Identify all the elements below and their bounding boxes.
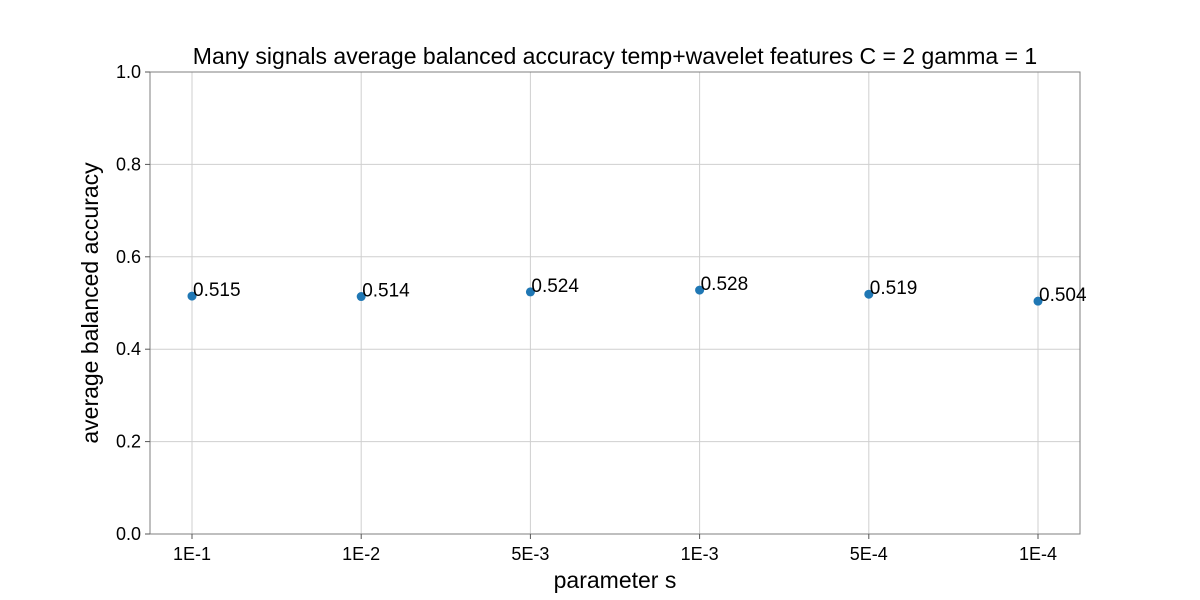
x-tick-label: 1E-2 xyxy=(342,544,380,564)
data-labels: 0.515 0.514 0.524 0.528 0.519 0.504 xyxy=(193,274,1087,306)
x-tick-label: 5E-4 xyxy=(850,544,888,564)
x-tick-label: 1E-3 xyxy=(681,544,719,564)
y-axis-ticks: 0.0 0.2 0.4 0.6 0.8 1.0 xyxy=(116,62,150,544)
grid-layer xyxy=(150,71,1080,535)
data-point xyxy=(695,285,705,295)
data-points xyxy=(187,285,1043,306)
data-point xyxy=(525,287,535,297)
data-point xyxy=(356,292,366,302)
y-tick-label: 1.0 xyxy=(116,62,141,82)
data-label: 0.504 xyxy=(1039,285,1087,306)
y-tick-label: 0.6 xyxy=(116,247,141,267)
x-axis-label: parameter s xyxy=(554,567,677,593)
x-tick-label: 5E-3 xyxy=(511,544,549,564)
y-axis-label: average balanced accuracy xyxy=(77,162,103,444)
y-tick-label: 0.0 xyxy=(116,524,141,544)
x-tick-label: 1E-4 xyxy=(1019,544,1057,564)
y-tick-label: 0.2 xyxy=(116,432,141,452)
data-label: 0.528 xyxy=(701,274,749,295)
data-point xyxy=(864,289,874,299)
data-label: 0.514 xyxy=(362,281,410,302)
data-label: 0.515 xyxy=(193,280,241,301)
plot-area-border xyxy=(149,71,1081,535)
y-tick-label: 0.4 xyxy=(116,339,141,359)
data-point xyxy=(187,291,197,301)
data-label: 0.524 xyxy=(531,276,579,297)
x-tick-label: 1E-1 xyxy=(173,544,211,564)
x-axis-ticks: 1E-1 1E-2 5E-3 1E-3 5E-4 1E-4 xyxy=(173,534,1057,564)
data-point xyxy=(1033,296,1043,306)
plot-frame xyxy=(149,71,1081,535)
data-label: 0.519 xyxy=(870,278,918,299)
y-tick-label: 0.8 xyxy=(116,154,141,174)
chart-title: Many signals average balanced accuracy t… xyxy=(193,43,1037,69)
